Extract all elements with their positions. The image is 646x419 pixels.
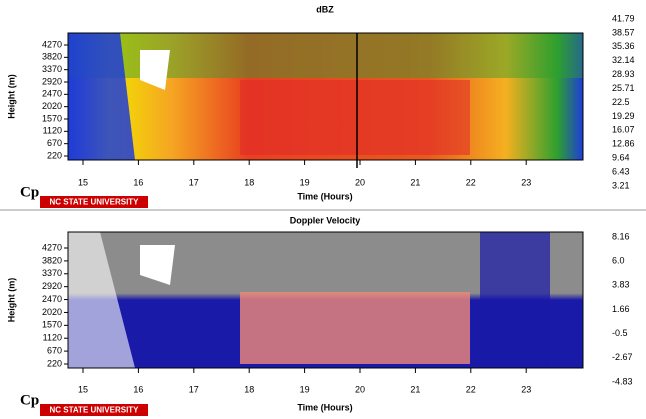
colorbar-label: 6.43 <box>612 166 630 176</box>
panel-title: dBZ <box>316 4 334 14</box>
colorbar-label: 35.36 <box>612 41 635 51</box>
logo-banner <box>40 404 148 416</box>
y-axis-label: Height (m) <box>6 74 16 119</box>
y-tick-label: 670 <box>47 138 62 148</box>
x-tick-label: 17 <box>189 384 199 394</box>
y-tick-label: 1120 <box>43 126 62 136</box>
y-tick-label: 3820 <box>42 52 62 62</box>
y-tick-label: 1570 <box>42 113 62 123</box>
y-tick-label: 2920 <box>42 76 62 86</box>
reflectivity-image <box>68 33 583 168</box>
x-tick-label: 16 <box>133 177 143 187</box>
colorbar-label: 1.66 <box>612 304 630 314</box>
y-tick-label: 2020 <box>42 307 62 317</box>
velocity-image <box>68 232 583 368</box>
x-tick-label: 18 <box>244 384 254 394</box>
y-tick-label: 220 <box>47 150 62 160</box>
colorbar-label: 9.64 <box>612 153 630 163</box>
logo-mark: Cp <box>20 392 39 408</box>
x-tick-label: 22 <box>466 177 476 187</box>
x-tick-label: 18 <box>244 177 254 187</box>
x-tick-label: 21 <box>410 177 420 187</box>
colorbar-label: -0.5 <box>612 328 628 338</box>
y-tick-label: 2920 <box>42 281 62 291</box>
x-tick-label: 16 <box>133 384 143 394</box>
x-tick-label: 21 <box>410 384 420 394</box>
colorbar-label: 32.14 <box>612 55 635 65</box>
y-tick-label: 3820 <box>42 255 62 265</box>
colorbar-label: 25.71 <box>612 83 635 93</box>
logo-banner <box>40 196 148 208</box>
panel-title: Doppler Velocity <box>290 215 361 225</box>
colorbar-label: 3.83 <box>612 280 630 290</box>
colorbar-label: 22.5 <box>612 97 630 107</box>
y-tick-label: 220 <box>47 358 62 368</box>
x-tick-label: 20 <box>355 384 365 394</box>
colorbar-label: -4.83 <box>612 376 633 386</box>
x-tick-label: 15 <box>78 177 88 187</box>
plot-frame <box>67 32 584 161</box>
x-tick-label: 22 <box>466 384 476 394</box>
x-tick-label: 23 <box>521 177 531 187</box>
y-axis-label: Height (m) <box>6 278 16 323</box>
colorbar-label: 3.21 <box>612 180 630 190</box>
x-tick-label: 19 <box>300 177 310 187</box>
y-tick-label: 670 <box>47 345 62 355</box>
x-tick-label: 19 <box>300 384 310 394</box>
x-tick-label: 23 <box>521 384 531 394</box>
logo-text: NC STATE UNIVERSITY <box>49 406 139 415</box>
colorbar-label: 41.79 <box>612 13 635 23</box>
x-tick-label: 17 <box>189 177 199 187</box>
y-tick-label: 4270 <box>42 242 62 252</box>
y-tick-label: 3370 <box>42 64 62 74</box>
colorbar-label: -2.67 <box>612 352 633 362</box>
logo-text: NC STATE UNIVERSITY <box>49 198 139 207</box>
y-tick-label: 4270 <box>42 39 62 49</box>
y-tick-label: 1570 <box>42 320 62 330</box>
y-tick-label: 2020 <box>42 101 62 111</box>
y-tick-label: 1120 <box>43 333 62 343</box>
x-tick-label: 20 <box>355 177 365 187</box>
colorbar-label: 28.93 <box>612 69 635 79</box>
y-tick-label: 3370 <box>42 268 62 278</box>
x-axis-label: Time (Hours) <box>297 191 352 201</box>
colorbar-label: 16.07 <box>612 125 635 135</box>
colorbar-label: 19.29 <box>612 111 635 121</box>
colorbar-label: 8.16 <box>612 231 630 241</box>
y-tick-label: 2470 <box>42 89 62 99</box>
colorbar-label: 38.57 <box>612 27 635 37</box>
colorbar-label: 6.0 <box>612 256 625 266</box>
y-tick-label: 2470 <box>42 294 62 304</box>
x-tick-label: 15 <box>78 384 88 394</box>
logo-mark: Cp <box>20 184 39 200</box>
colorbar-label: 12.86 <box>612 139 635 149</box>
x-axis-label: Time (Hours) <box>297 402 352 412</box>
